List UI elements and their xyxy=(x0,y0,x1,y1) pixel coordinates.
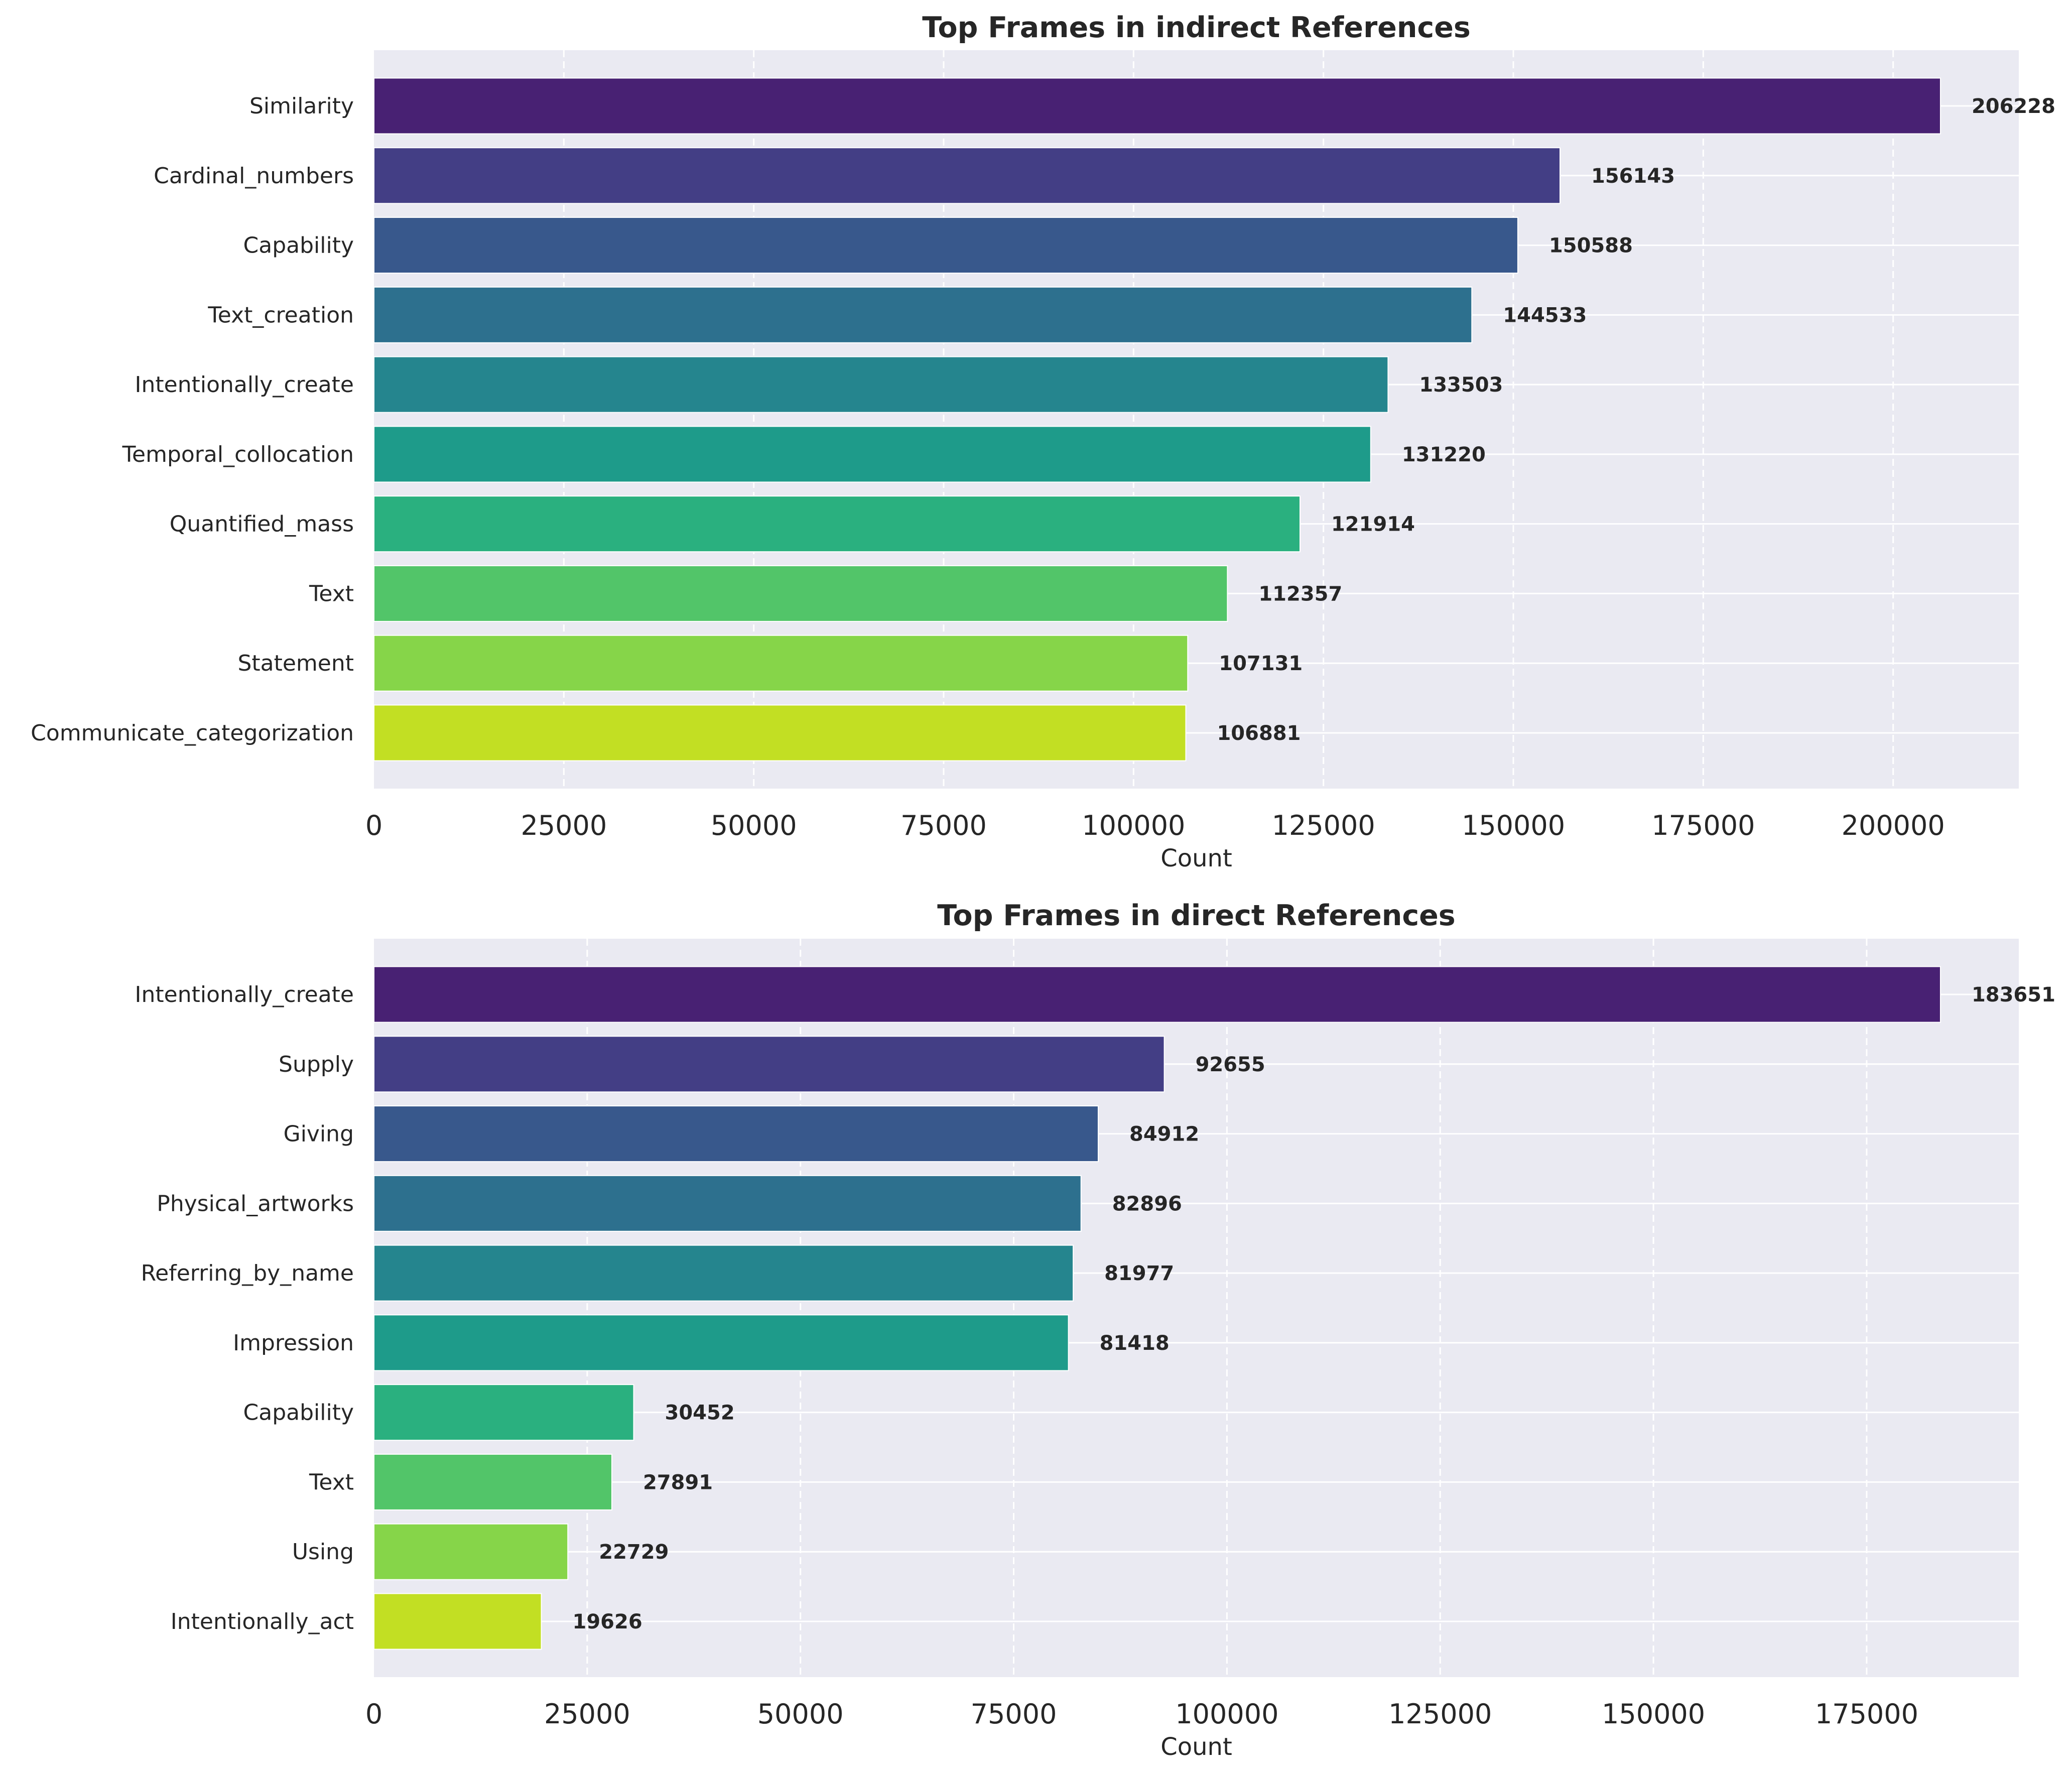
chart-2-category-label: Impression xyxy=(233,1330,354,1356)
chart-1-bar-quantified-mass xyxy=(373,495,1301,553)
chart-1-x-tick-label: 150000 xyxy=(1462,810,1565,841)
chart-1-x-tick-label: 175000 xyxy=(1651,810,1755,841)
chart-1: 0 25000 50000 75000 100000 125000 150000 175000… xyxy=(31,11,2055,872)
chart-1-x-tick-label: 100000 xyxy=(1082,810,1185,841)
chart-1-x-axis-label: Count xyxy=(1160,844,1232,872)
chart-2-x-axis-label: Count xyxy=(1160,1733,1232,1761)
chart-1-bar-cardinal-numbers xyxy=(373,147,1561,204)
chart-1-data-label: 107131 xyxy=(1219,652,1303,675)
chart-1-bar-intentionally-create xyxy=(373,356,1389,413)
chart-2-category-label: Text xyxy=(309,1469,354,1495)
chart-2-bar-text xyxy=(373,1453,612,1510)
chart-1-category-label: Text_creation xyxy=(207,302,354,328)
chart-2-data-label: 84912 xyxy=(1129,1123,1199,1146)
chart-2: 0 25000 50000 75000 100000 125000 150000 175000… xyxy=(135,899,2055,1761)
chart-2-x-tick-label: 0 xyxy=(365,1698,382,1730)
chart-2-data-label: 82896 xyxy=(1112,1192,1182,1215)
chart-1-bar-statement xyxy=(373,635,1189,692)
chart-2-data-label: 81418 xyxy=(1100,1332,1170,1355)
chart-2-category-label: Physical_artworks xyxy=(157,1191,354,1216)
chart-1-category-label: Text xyxy=(309,581,354,606)
chart-1-data-label: 112357 xyxy=(1258,582,1342,605)
chart-1-bar-text-creation xyxy=(373,286,1473,343)
chart-1-data-label: 133503 xyxy=(1419,373,1503,397)
chart-2-bar-physical-artworks xyxy=(373,1175,1082,1232)
chart-1-data-label: 106881 xyxy=(1217,722,1301,745)
chart-2-bar-intentionally-act xyxy=(373,1593,542,1650)
chart-1-bar-text xyxy=(373,565,1228,622)
chart-2-bar-giving xyxy=(373,1105,1099,1163)
chart-1-category-label: Cardinal_numbers xyxy=(154,163,354,189)
chart-1-category-label: Quantified_mass xyxy=(170,512,354,537)
chart-2-category-label: Capability xyxy=(243,1400,354,1426)
chart-1-x-tick-label: 75000 xyxy=(900,810,987,841)
chart-2-category-label: Using xyxy=(292,1539,354,1565)
chart-1-category-label: Temporal_collocation xyxy=(122,442,354,467)
chart-1-data-label: 156143 xyxy=(1591,165,1675,188)
chart-2-bar-intentionally-create xyxy=(373,966,1941,1023)
chart-1-x-tick-label: 50000 xyxy=(711,810,797,841)
chart-2-category-label: Intentionally_act xyxy=(171,1609,354,1634)
chart-2-bar-referring-by-name xyxy=(373,1244,1074,1302)
chart-1-category-label: Intentionally_create xyxy=(135,372,354,398)
chart-2-bar-capability xyxy=(373,1384,634,1441)
chart-1-x-tick-label: 125000 xyxy=(1272,810,1375,841)
chart-1-title: Top Frames in indirect References xyxy=(922,11,1471,44)
chart-2-data-label: 22729 xyxy=(599,1541,669,1564)
chart-2-data-label: 30452 xyxy=(665,1402,734,1425)
chart-2-x-tick-label: 75000 xyxy=(971,1698,1057,1730)
chart-1-bar-communicate-categorization xyxy=(373,704,1187,762)
chart-1-data-label: 144533 xyxy=(1503,304,1587,327)
chart-2-category-label: Supply xyxy=(279,1052,354,1077)
chart-2-x-tick-label: 150000 xyxy=(1602,1698,1705,1730)
chart-1-bar-similarity xyxy=(373,77,1941,135)
chart-2-x-tick-label: 50000 xyxy=(757,1698,844,1730)
chart-2-data-label: 27891 xyxy=(643,1471,713,1494)
chart-1-data-label: 131220 xyxy=(1402,443,1486,466)
chart-1-x-tick-label: 25000 xyxy=(521,810,607,841)
chart-1-category-label: Capability xyxy=(243,233,354,259)
chart-1-x-tick-label: 200000 xyxy=(1842,810,1945,841)
chart-1-category-label: Similarity xyxy=(249,93,354,119)
chart-1-category-label: Statement xyxy=(237,651,354,676)
chart-2-title: Top Frames in direct References xyxy=(937,899,1456,932)
chart-1-category-label: Communicate_categorization xyxy=(31,720,354,746)
chart-2-data-label: 92655 xyxy=(1196,1053,1265,1076)
chart-2-category-label: Referring_by_name xyxy=(141,1260,354,1286)
chart-1-data-label: 150588 xyxy=(1549,234,1633,258)
chart-2-data-label: 19626 xyxy=(573,1610,642,1633)
chart-2-x-tick-label: 25000 xyxy=(544,1698,630,1730)
chart-2-data-label: 81977 xyxy=(1104,1262,1174,1285)
chart-2-x-tick-label: 100000 xyxy=(1175,1698,1278,1730)
chart-2-bar-impression xyxy=(373,1314,1069,1371)
chart-2-bar-supply xyxy=(373,1036,1165,1093)
chart-1-x-tick-label: 0 xyxy=(365,810,382,841)
chart-2-category-label: Giving xyxy=(284,1121,354,1147)
chart-2-data-label: 183651 xyxy=(1972,983,2055,1006)
chart-1-bar-capability xyxy=(373,217,1518,274)
chart-2-bar-using xyxy=(373,1523,569,1580)
chart-2-category-label: Intentionally_create xyxy=(135,982,354,1007)
chart-1-data-label: 121914 xyxy=(1331,513,1415,536)
chart-1-bar-temporal-collocation xyxy=(373,426,1371,483)
chart-2-x-tick-label: 125000 xyxy=(1388,1698,1492,1730)
chart-1-data-label: 206228 xyxy=(1972,95,2055,118)
chart-2-x-tick-label: 175000 xyxy=(1815,1698,1918,1730)
